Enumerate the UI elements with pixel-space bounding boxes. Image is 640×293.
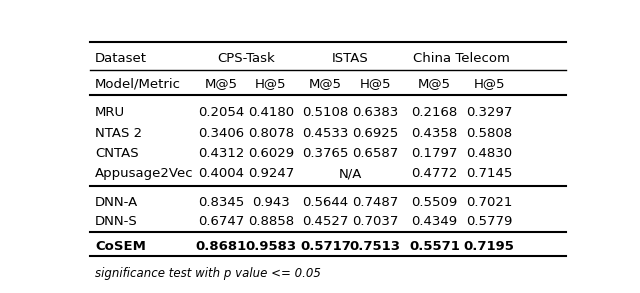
Text: 0.9583: 0.9583 — [245, 240, 296, 253]
Text: China Telecom: China Telecom — [413, 52, 510, 65]
Text: MRU: MRU — [95, 106, 125, 120]
Text: DNN-S: DNN-S — [95, 215, 138, 228]
Text: M@5: M@5 — [309, 77, 342, 90]
Text: M@5: M@5 — [205, 77, 238, 90]
Text: H@5: H@5 — [360, 77, 391, 90]
Text: CPS-Task: CPS-Task — [218, 52, 275, 65]
Text: 0.7487: 0.7487 — [352, 196, 398, 209]
Text: 0.2054: 0.2054 — [198, 106, 244, 120]
Text: 0.6747: 0.6747 — [198, 215, 244, 228]
Text: 0.8078: 0.8078 — [248, 127, 294, 140]
Text: Model/Metric: Model/Metric — [95, 77, 181, 90]
Text: M@5: M@5 — [418, 77, 451, 90]
Text: 0.5779: 0.5779 — [466, 215, 513, 228]
Text: 0.3406: 0.3406 — [198, 127, 244, 140]
Text: 0.5571: 0.5571 — [409, 240, 460, 253]
Text: 0.4527: 0.4527 — [302, 215, 349, 228]
Text: 0.7513: 0.7513 — [349, 240, 401, 253]
Text: 0.5644: 0.5644 — [303, 196, 349, 209]
Text: 0.5509: 0.5509 — [412, 196, 458, 209]
Text: NTAS 2: NTAS 2 — [95, 127, 142, 140]
Text: 0.5808: 0.5808 — [466, 127, 512, 140]
Text: 0.3765: 0.3765 — [302, 147, 349, 160]
Text: 0.6925: 0.6925 — [352, 127, 398, 140]
Text: 0.1797: 0.1797 — [412, 147, 458, 160]
Text: ISTAS: ISTAS — [332, 52, 369, 65]
Text: 0.7021: 0.7021 — [466, 196, 513, 209]
Text: 0.4358: 0.4358 — [412, 127, 458, 140]
Text: N/A: N/A — [339, 167, 362, 180]
Text: CoSEM: CoSEM — [95, 240, 146, 253]
Text: 0.5717: 0.5717 — [300, 240, 351, 253]
Text: 0.4312: 0.4312 — [198, 147, 244, 160]
Text: 0.2168: 0.2168 — [412, 106, 458, 120]
Text: Appusage2Vec: Appusage2Vec — [95, 167, 193, 180]
Text: 0.5108: 0.5108 — [302, 106, 349, 120]
Text: 0.4772: 0.4772 — [412, 167, 458, 180]
Text: 0.7037: 0.7037 — [352, 215, 398, 228]
Text: 0.3297: 0.3297 — [466, 106, 513, 120]
Text: 0.7195: 0.7195 — [464, 240, 515, 253]
Text: 0.8858: 0.8858 — [248, 215, 294, 228]
Text: 0.4004: 0.4004 — [198, 167, 244, 180]
Text: DNN-A: DNN-A — [95, 196, 138, 209]
Text: H@5: H@5 — [474, 77, 505, 90]
Text: 0.8345: 0.8345 — [198, 196, 244, 209]
Text: 0.4349: 0.4349 — [412, 215, 458, 228]
Text: H@5: H@5 — [255, 77, 287, 90]
Text: 0.9247: 0.9247 — [248, 167, 294, 180]
Text: 0.6587: 0.6587 — [352, 147, 398, 160]
Text: 0.4180: 0.4180 — [248, 106, 294, 120]
Text: CNTAS: CNTAS — [95, 147, 138, 160]
Text: 0.943: 0.943 — [252, 196, 290, 209]
Text: 0.4533: 0.4533 — [302, 127, 349, 140]
Text: significance test with p value <= 0.05: significance test with p value <= 0.05 — [95, 267, 321, 280]
Text: 0.8681: 0.8681 — [196, 240, 247, 253]
Text: 0.6383: 0.6383 — [352, 106, 398, 120]
Text: 0.4830: 0.4830 — [466, 147, 512, 160]
Text: Dataset: Dataset — [95, 52, 147, 65]
Text: 0.6029: 0.6029 — [248, 147, 294, 160]
Text: 0.7145: 0.7145 — [466, 167, 513, 180]
